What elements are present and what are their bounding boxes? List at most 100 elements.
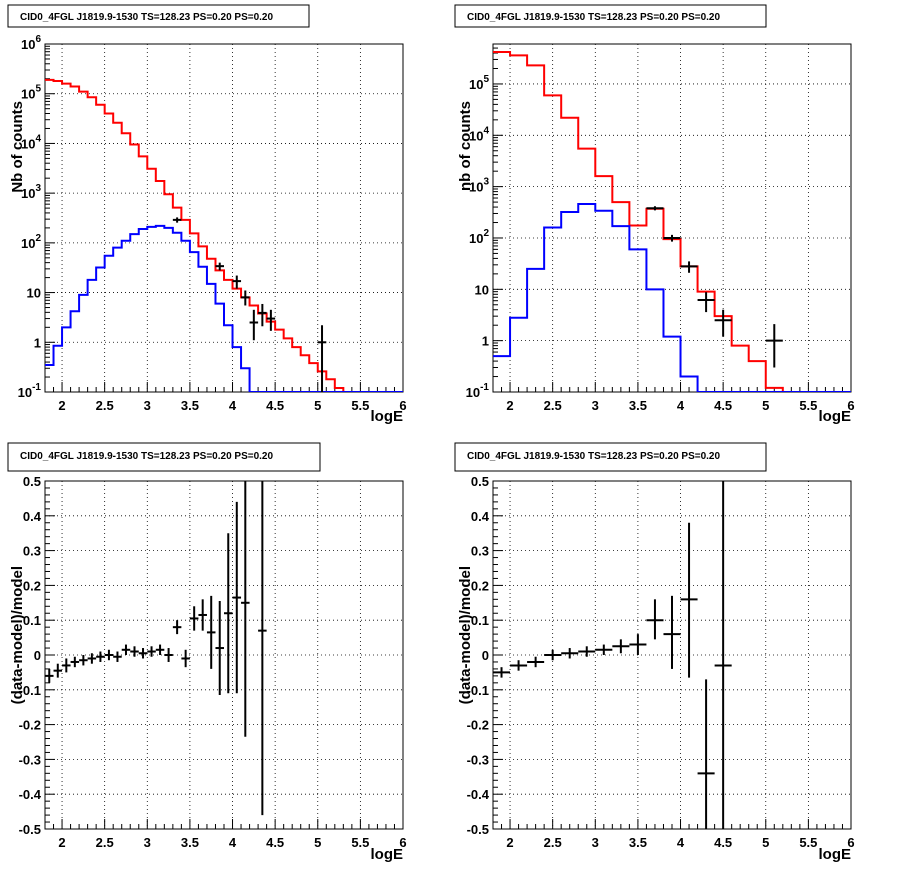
y-tick-label: -0.3 [467,752,489,767]
y-tick-label: 102 [21,233,41,251]
data-point [612,639,630,654]
series-line-2 [45,224,403,392]
data-point [113,651,122,662]
y-tick-label: 0 [482,648,489,663]
data-point [155,644,165,655]
y-tick-label: -0.2 [467,718,489,733]
x-tick-label: 3 [144,835,151,850]
y-tick-label: 1 [34,335,41,350]
data-point [629,634,647,655]
data-point [241,481,250,737]
x-tick-label: 5 [314,835,321,850]
data-point [121,644,131,655]
data-layer [45,78,403,392]
data-point [714,481,732,829]
chart-panel-2: CID0_4FGL J1819.9-1530 TS=128.23 PS=0.20… [454,4,855,425]
x-tick-label: 2 [58,835,65,850]
y-tick-label: 0.1 [471,613,489,628]
x-tick-label: 3.5 [629,835,647,850]
y-tick-label: -0.2 [19,718,41,733]
y-tick-label: 0.1 [23,613,41,628]
x-tick-label: 3 [592,835,599,850]
y-tick-label: 0.2 [23,578,41,593]
data-point [53,663,63,678]
data-point [266,309,276,331]
data-layer [493,481,732,829]
y-axis-title: nb of counts [457,101,474,191]
data-point [697,292,715,313]
x-axis-title: logE [819,408,852,425]
y-tick-label: 10-1 [466,382,490,400]
chart-title: CID0_4FGL J1819.9-1530 TS=128.23 PS=0.20… [467,451,720,462]
y-tick-label: -0.1 [467,683,489,698]
data-point [663,234,681,242]
data-point [258,481,267,816]
y-axis-title: Nb of counts [9,101,26,193]
data-point [663,595,681,669]
plot-frame [492,43,852,393]
y-tick-label: 10 [27,286,41,301]
x-tick-label: 2 [58,398,65,413]
y-tick-label: -0.5 [467,822,489,837]
chart-panel-4: CID0_4FGL J1819.9-1530 TS=128.23 PS=0.20… [454,442,855,863]
x-tick-label: 5 [762,398,769,413]
series-line-2 [493,202,851,392]
data-point [164,648,173,662]
data-point [87,653,97,664]
data-point [646,206,664,211]
x-tick-label: 2.5 [96,835,114,850]
y-tick-label: -0.3 [19,752,41,767]
y-axis-title: (data-model)/model [457,566,474,704]
x-tick-label: 3 [144,398,151,413]
data-point [45,668,54,683]
x-tick-label: 5.5 [351,835,369,850]
x-tick-label: 4 [677,835,685,850]
data-point [714,309,732,337]
data-point [680,522,698,678]
chart-title: CID0_4FGL J1819.9-1530 TS=128.23 PS=0.20… [20,451,273,462]
series-line-1 [493,50,851,392]
data-point [189,606,199,631]
x-tick-label: 6 [399,835,406,850]
y-tick-label: 0.4 [471,509,490,524]
title-box [454,4,767,28]
data-point [317,325,327,392]
y-tick-label: 0.3 [471,544,489,559]
x-tick-label: 4.5 [266,835,284,850]
data-point [680,261,698,273]
y-tick-label: 105 [469,74,489,92]
x-tick-label: 5 [314,398,321,413]
data-point [104,649,114,661]
x-tick-label: 4.5 [714,835,732,850]
y-tick-label: 0.5 [23,474,41,489]
x-tick-label: 4 [229,398,237,413]
y-tick-label: 103 [21,183,41,201]
y-tick-label: 103 [469,177,489,195]
x-tick-label: 5 [762,835,769,850]
x-tick-label: 3.5 [629,398,647,413]
data-point [62,658,71,673]
y-tick-label: 0.3 [23,544,41,559]
y-axis-title: (data-model)/model [9,566,26,704]
data-point [172,620,182,635]
chart-title: CID0_4FGL J1819.9-1530 TS=128.23 PS=0.20… [467,12,720,23]
chart-panel-3: CID0_4FGL J1819.9-1530 TS=128.23 PS=0.20… [7,442,407,863]
y-tick-label: -0.1 [19,683,41,698]
data-point [70,656,80,668]
plot-frame [44,43,404,393]
y-tick-label: 10-1 [18,382,42,400]
x-axis-title: logE [371,846,404,863]
x-tick-label: 4 [229,835,237,850]
title-box [454,442,767,472]
x-tick-label: 2 [506,398,513,413]
y-tick-label: 0 [34,648,41,663]
y-tick-label: 0.2 [471,578,489,593]
x-tick-label: 3.5 [181,398,199,413]
y-tick-label: 0.4 [23,509,42,524]
y-tick-label: 104 [21,133,41,151]
chart-panel-1: CID0_4FGL J1819.9-1530 TS=128.23 PS=0.20… [7,4,407,425]
data-layer [45,481,267,816]
x-axis-title: logE [819,846,852,863]
y-tick-label: 1 [482,334,489,349]
